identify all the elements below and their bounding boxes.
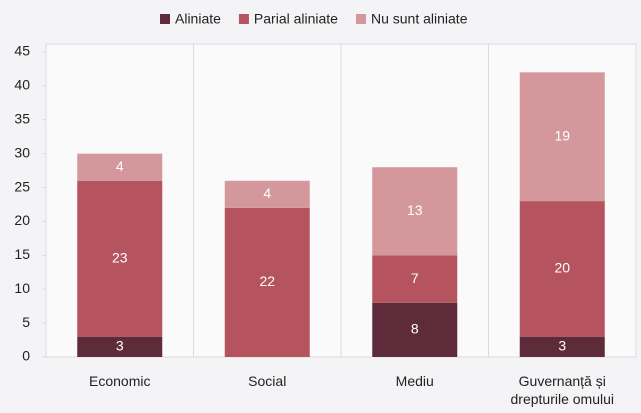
- bar-segment: [77, 336, 163, 357]
- x-tick-label: Social: [248, 373, 287, 389]
- y-tick-label: 10: [14, 280, 30, 296]
- x-tick-label: Economic: [89, 373, 151, 389]
- data-label: 23: [112, 249, 128, 265]
- y-tick-label: 0: [22, 348, 30, 364]
- legend-swatch: [355, 14, 366, 24]
- y-tick-label: 25: [14, 178, 30, 194]
- data-label: 3: [116, 338, 124, 354]
- y-tick-label: 45: [14, 43, 30, 59]
- y-tick-label: 20: [14, 212, 30, 228]
- data-label: 20: [554, 260, 570, 276]
- bar-segment: [519, 72, 605, 202]
- y-tick-label: 30: [14, 144, 30, 160]
- y-tick-label: 15: [14, 246, 30, 262]
- x-tick-label: Mediu: [395, 373, 434, 389]
- bar-segment: [372, 167, 458, 256]
- bar-segment: [77, 153, 163, 181]
- bar-segment: [372, 255, 458, 303]
- bar-segment: [519, 336, 605, 357]
- y-tick-label: 5: [22, 314, 30, 330]
- legend-label: Aliniate: [175, 11, 221, 27]
- data-label: 3: [558, 338, 566, 354]
- data-label: 7: [411, 270, 419, 286]
- y-tick-label: 40: [14, 77, 30, 93]
- legend-label: Nu sunt aliniate: [371, 11, 468, 27]
- bar-segment: [77, 180, 163, 337]
- legend-label: Parial aliniate: [254, 11, 338, 27]
- legend-swatch: [160, 14, 170, 24]
- y-tick-label: 35: [14, 110, 30, 126]
- bar-segment: [372, 302, 458, 357]
- data-label: 13: [407, 202, 423, 218]
- data-label: 19: [554, 127, 570, 143]
- data-label: 4: [116, 158, 124, 174]
- data-label: 22: [259, 273, 275, 289]
- data-label: 8: [411, 321, 419, 337]
- bar-segment: [224, 180, 310, 208]
- bar-segment: [519, 201, 605, 337]
- legend-swatch: [238, 14, 249, 24]
- bar-segment: [224, 207, 310, 357]
- x-tick-label: Guvernanță și drepturile omului: [510, 373, 615, 407]
- data-label: 4: [263, 185, 271, 201]
